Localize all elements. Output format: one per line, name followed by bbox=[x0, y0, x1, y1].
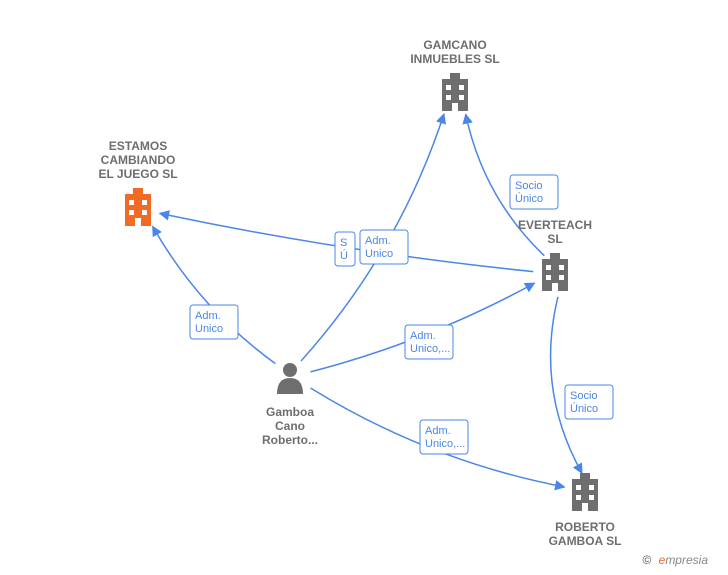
svg-text:Ú: Ú bbox=[340, 249, 348, 262]
edge bbox=[153, 226, 276, 363]
brand-rest: mpresia bbox=[665, 553, 708, 567]
svg-text:Unico,...: Unico,... bbox=[410, 343, 450, 355]
svg-text:Único: Único bbox=[570, 402, 598, 415]
building-icon bbox=[442, 73, 468, 111]
node-label: EVERTEACH bbox=[518, 218, 592, 232]
svg-text:Unico: Unico bbox=[365, 248, 393, 260]
svg-text:Socio: Socio bbox=[515, 180, 543, 192]
person-icon bbox=[277, 363, 303, 394]
edge-label: SocioÚnico bbox=[565, 385, 613, 419]
node-label: GAMBOA SL bbox=[549, 534, 622, 548]
svg-text:Unico,...: Unico,... bbox=[425, 438, 465, 450]
node-gamboa[interactable]: GamboaCanoRoberto... bbox=[262, 363, 318, 447]
node-label: GAMCANO bbox=[423, 38, 486, 52]
svg-text:Único: Único bbox=[515, 192, 543, 205]
svg-text:S: S bbox=[340, 237, 347, 249]
edge-label: Adm.Unico bbox=[360, 230, 408, 264]
copyright-symbol: © bbox=[642, 553, 651, 567]
node-everteach[interactable]: EVERTEACH SL bbox=[518, 218, 592, 291]
building-icon bbox=[542, 253, 568, 291]
svg-text:Adm.: Adm. bbox=[410, 330, 436, 342]
node-label: ESTAMOS bbox=[109, 139, 167, 153]
node-gamcano[interactable]: GAMCANOINMUEBLES SL bbox=[410, 38, 499, 111]
building-icon bbox=[125, 188, 151, 226]
node-label: ROBERTO bbox=[555, 520, 615, 534]
node-label: CAMBIANDO bbox=[101, 153, 176, 167]
svg-text:Adm.: Adm. bbox=[195, 310, 221, 322]
svg-text:Socio: Socio bbox=[570, 390, 598, 402]
node-label: Cano bbox=[275, 419, 305, 433]
svg-text:Unico: Unico bbox=[195, 323, 223, 335]
footer-credit: © empresia bbox=[642, 553, 708, 567]
node-estamos[interactable]: ESTAMOSCAMBIANDOEL JUEGO SL bbox=[98, 139, 177, 226]
edge-label: SocioÚnico bbox=[510, 175, 558, 209]
node-label: Roberto... bbox=[262, 433, 318, 447]
edge-label: SÚ bbox=[335, 232, 355, 266]
edge-label: Adm.Unico bbox=[190, 305, 238, 339]
node-roberto[interactable]: ROBERTOGAMBOA SL bbox=[549, 473, 622, 548]
node-label: Gamboa bbox=[266, 405, 314, 419]
node-label: SL bbox=[547, 232, 562, 246]
svg-text:Adm.: Adm. bbox=[365, 235, 391, 247]
network-diagram: Adm.UnicoAdm.UnicoAdm.Unico,...Adm.Unico… bbox=[0, 0, 728, 575]
building-icon bbox=[572, 473, 598, 511]
node-label: INMUEBLES SL bbox=[410, 52, 499, 66]
node-label: EL JUEGO SL bbox=[98, 167, 177, 181]
edge-label: Adm.Unico,... bbox=[420, 420, 468, 454]
svg-text:Adm.: Adm. bbox=[425, 425, 451, 437]
edge-label: Adm.Unico,... bbox=[405, 325, 453, 359]
